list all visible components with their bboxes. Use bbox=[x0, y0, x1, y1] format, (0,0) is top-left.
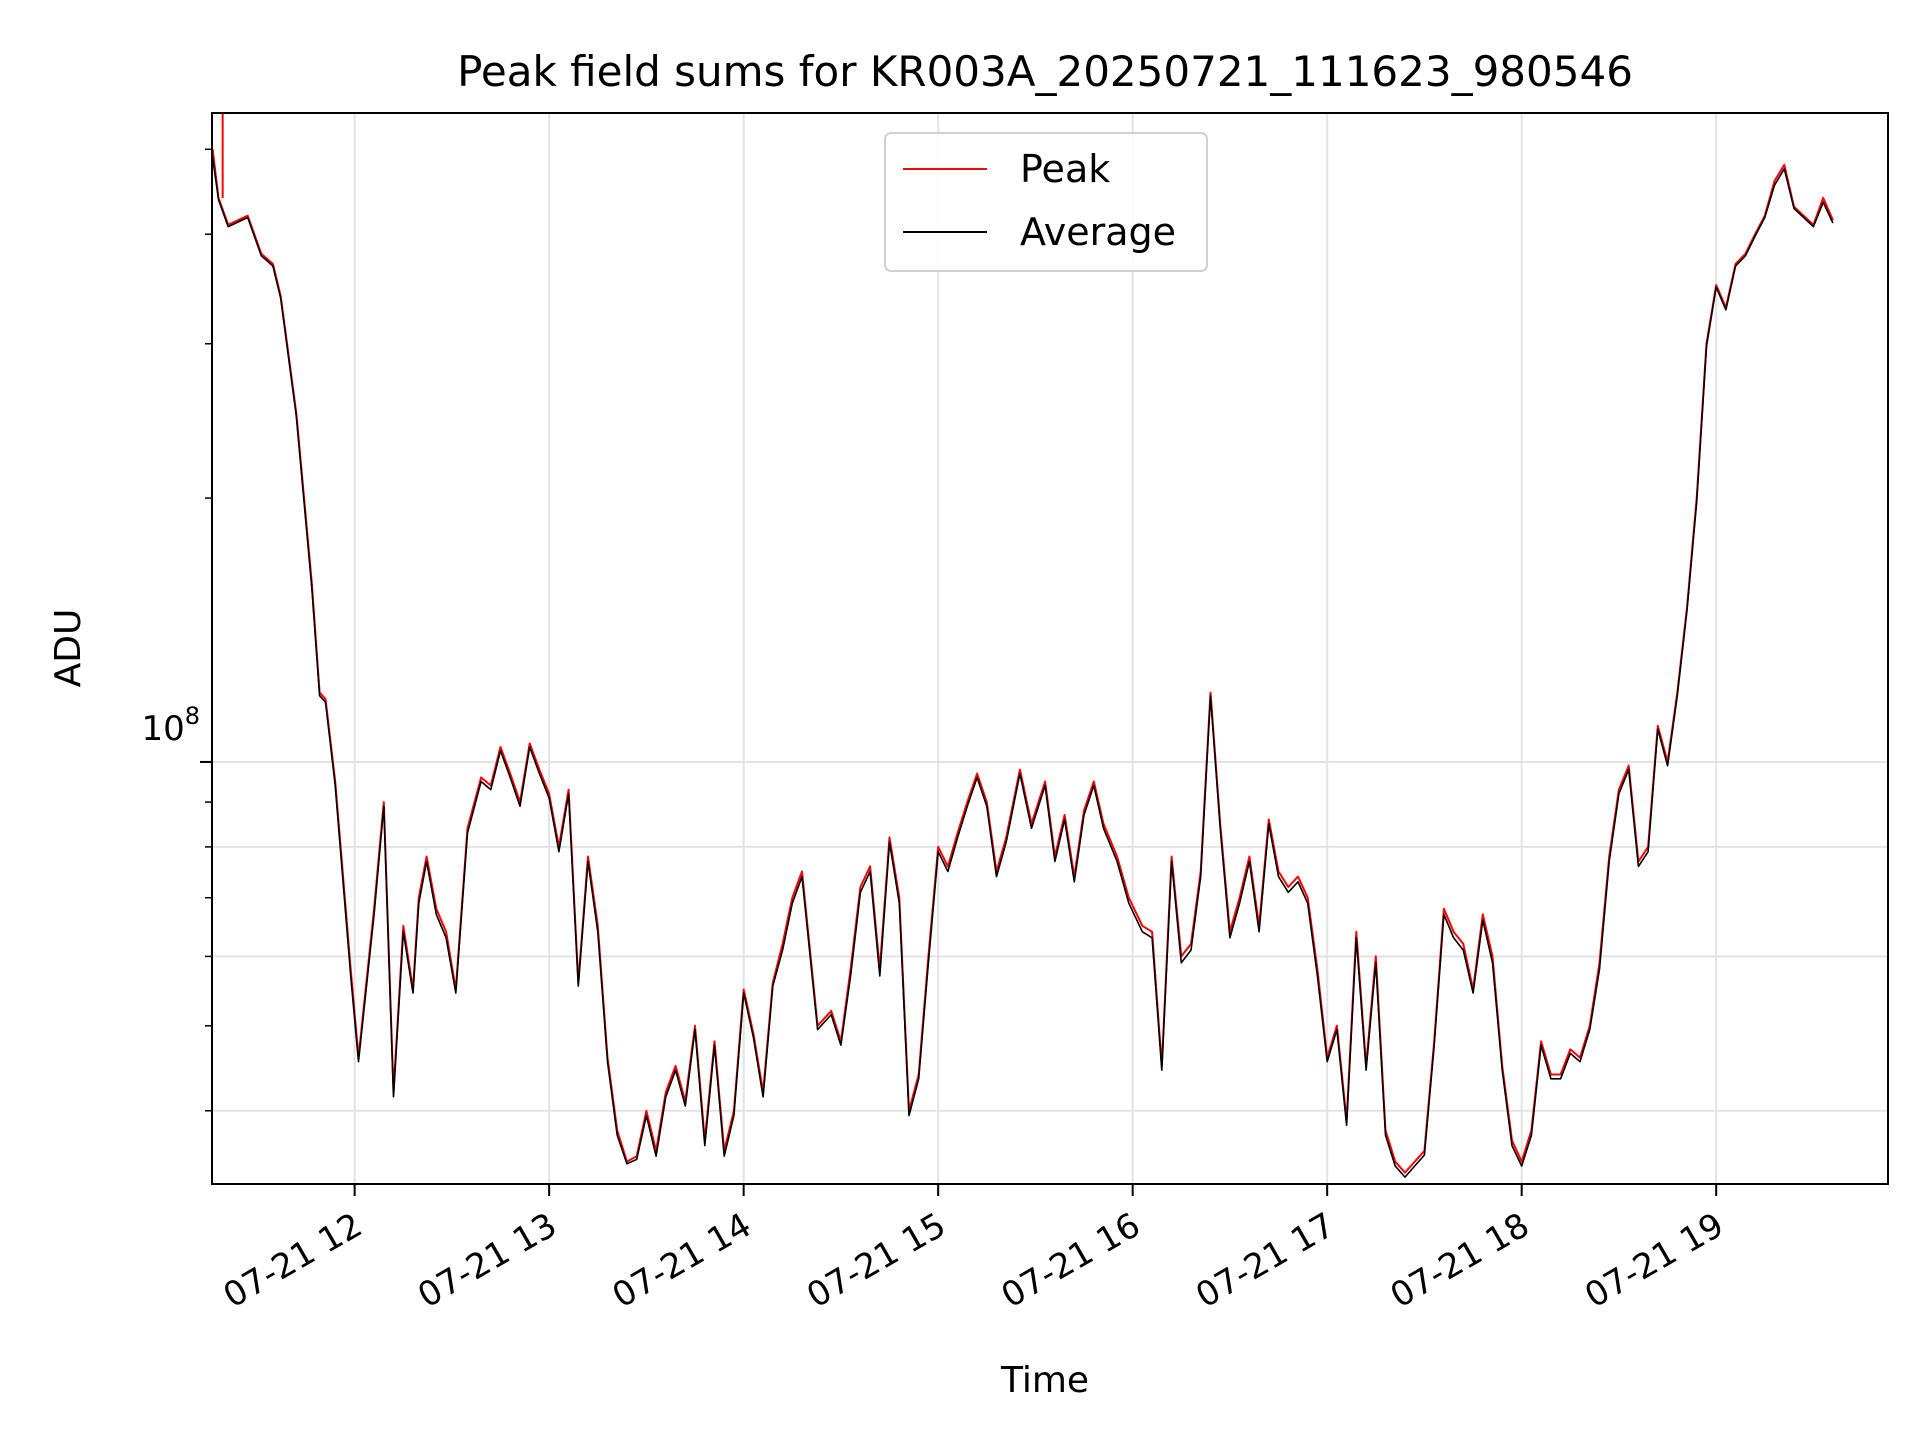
legend-peak-label: Peak bbox=[1020, 147, 1110, 191]
x-axis-label: Time bbox=[1000, 1360, 1089, 1401]
ticks bbox=[200, 148, 1718, 1196]
series-line-average bbox=[212, 156, 1834, 1178]
series-layer bbox=[212, 113, 1834, 1178]
legend: Peak Average bbox=[884, 132, 1208, 272]
legend-average-label: Average bbox=[1020, 210, 1176, 254]
y-axis-label: ADU bbox=[48, 609, 89, 688]
chart-title: Peak field sums for KR003A_20250721_1116… bbox=[457, 47, 1633, 96]
legend-box bbox=[884, 132, 1208, 272]
y-tick-exponent: 8 bbox=[185, 702, 200, 730]
plot-frame bbox=[211, 112, 1889, 1185]
y-tick-label-1e8: 108 bbox=[141, 702, 200, 749]
series-line-peak bbox=[212, 149, 1834, 1174]
y-tick-base: 10 bbox=[141, 709, 184, 749]
